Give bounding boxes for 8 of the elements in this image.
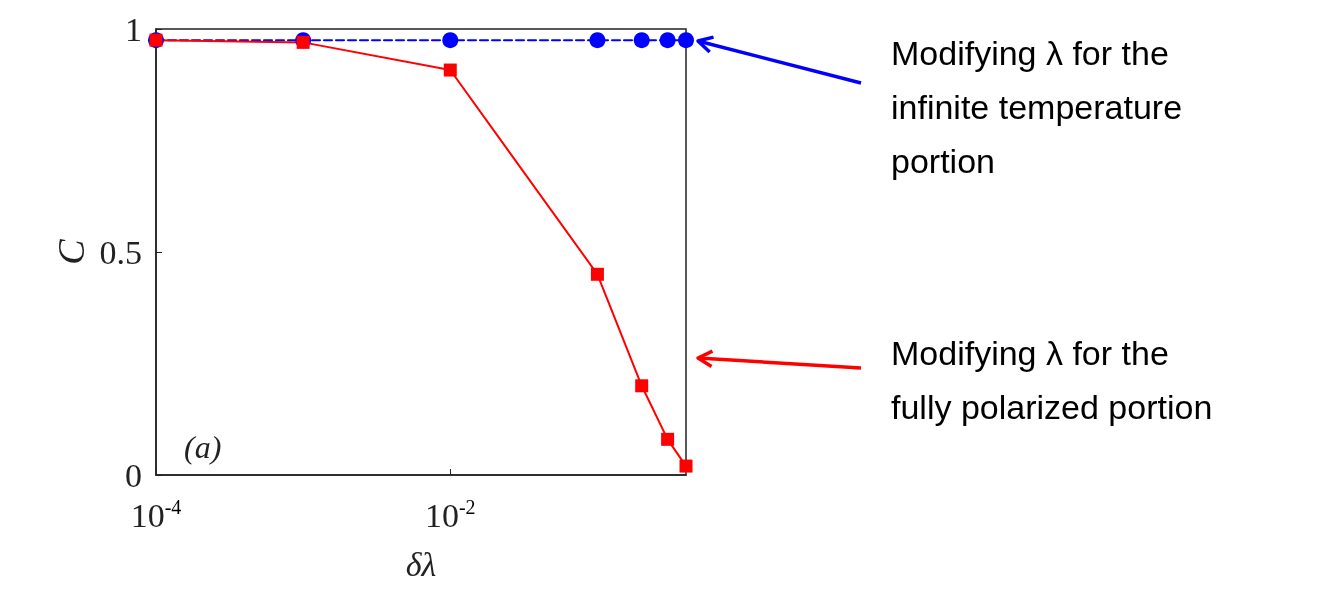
y-tick-label: 1 <box>125 10 142 48</box>
y-tick-label: 0.5 <box>99 233 142 271</box>
text: Modifying λ for the fully polarized portion <box>891 334 1213 426</box>
y-tick-label: 0 <box>125 456 142 494</box>
annotation: (a) <box>184 429 222 465</box>
text: Modifying λ for the infinite temperature portion <box>891 34 1192 180</box>
y-axis-title: C <box>50 238 92 265</box>
x-axis-title: δλ <box>405 545 437 583</box>
